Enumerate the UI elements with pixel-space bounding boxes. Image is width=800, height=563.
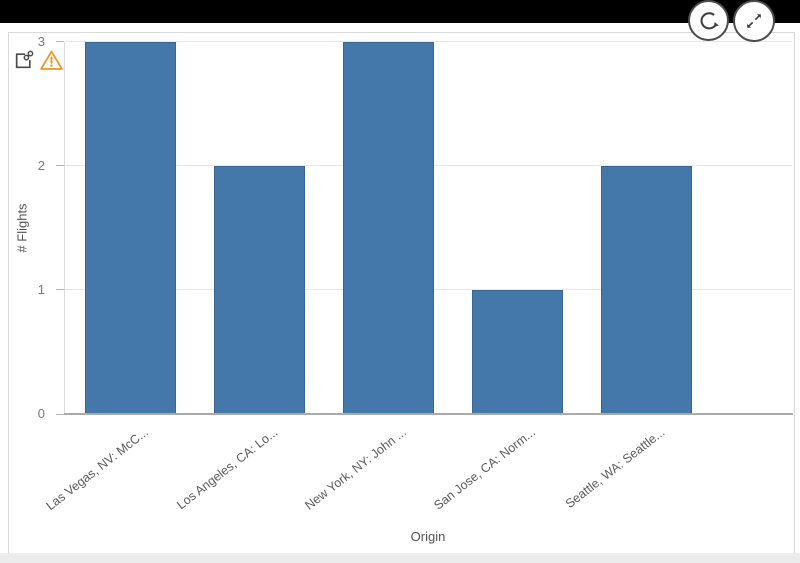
y-axis-tick — [56, 165, 64, 167]
share-link-icon[interactable] — [13, 50, 34, 71]
x-tick-label[interactable]: Los Angeles, CA: Lo... — [174, 425, 281, 513]
x-axis-title: Origin — [410, 529, 446, 544]
bar[interactable] — [214, 165, 305, 414]
expand-button[interactable] — [733, 0, 775, 42]
refresh-icon — [699, 11, 719, 29]
x-axis-line — [64, 413, 793, 415]
plot-area: 0 1 2 3 Las Vegas, NV: McC... Los Angeles, CA… — [9, 33, 794, 553]
y-tick-label: 0 — [37, 406, 45, 421]
x-tick-label[interactable]: New York, NY: John ... — [302, 425, 410, 513]
y-axis-tick — [56, 289, 64, 291]
y-axis-line — [64, 41, 65, 414]
y-axis-tick — [56, 41, 64, 42]
x-tick-label[interactable]: Las Vegas, NV: McC... — [43, 425, 152, 514]
top-toolbar-strip — [0, 0, 800, 23]
y-axis-tick — [56, 413, 64, 415]
warning-triangle-icon[interactable] — [39, 48, 64, 72]
bottom-scroll-strip — [0, 553, 800, 563]
bar[interactable] — [601, 165, 692, 414]
chart-card: # Flights 0 1 2 3 Las Vegas, NV: McC... Los A… — [8, 32, 795, 554]
x-tick-label[interactable]: Seattle, WA: Seattle... — [562, 425, 668, 512]
bar[interactable] — [85, 41, 176, 414]
bar[interactable] — [343, 41, 434, 414]
bar[interactable] — [472, 289, 563, 414]
y-tick-label: 2 — [37, 157, 45, 173]
expand-icon — [747, 14, 761, 28]
y-tick-label: 1 — [37, 281, 45, 297]
x-tick-label[interactable]: San Jose, CA: Norm... — [431, 425, 539, 513]
refresh-button[interactable] — [688, 0, 729, 41]
y-tick-label: 3 — [37, 33, 45, 49]
